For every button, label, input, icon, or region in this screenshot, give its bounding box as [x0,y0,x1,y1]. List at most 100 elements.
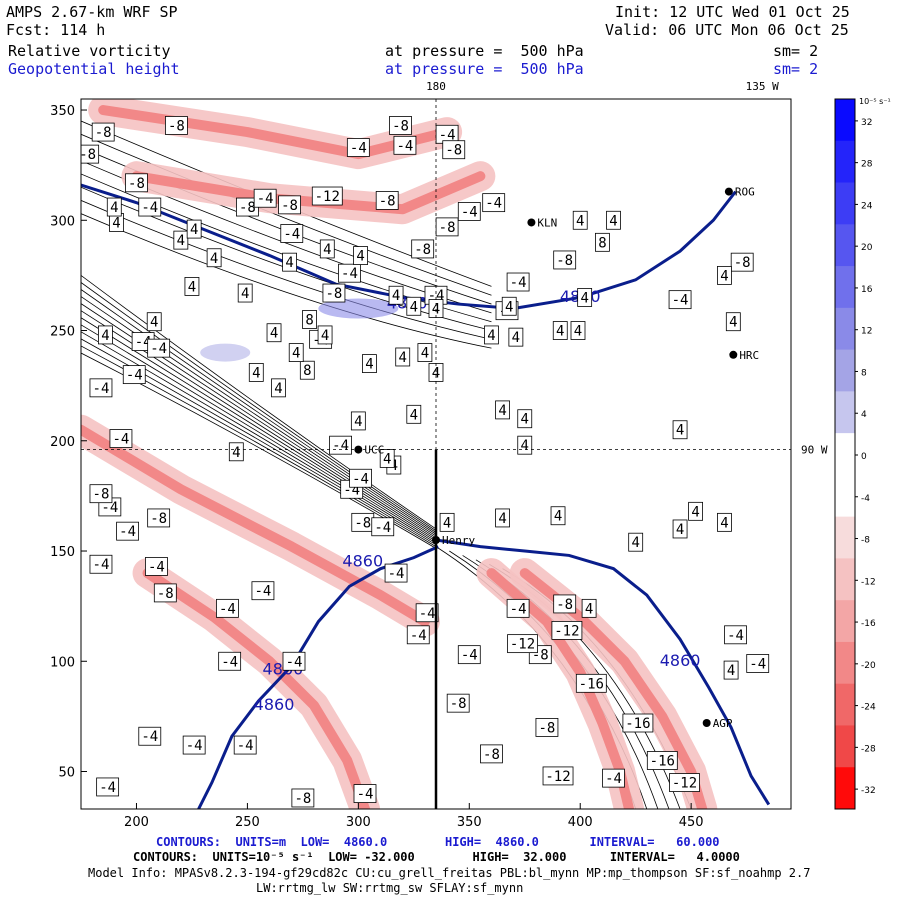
vorticity-label: -12 [311,186,343,206]
vorticity-label-text: 4 [580,290,588,306]
vorticity-label-box [724,625,747,645]
pressure-1: at pressure = 500 hPa [385,42,584,60]
valid-time: Valid: 06 UTC Mon 06 Oct 25 [605,21,849,39]
vorticity-label: 4 [271,378,286,398]
vorticity-label: -8 [89,484,113,504]
vorticity-label-text: -4 [461,648,478,664]
x-tick-label: 350 [457,815,482,830]
vorticity-contour-line [81,289,437,533]
vorticity-label-box [216,598,239,618]
colorbar-tick-label: -16 [861,619,876,629]
colorbar-segment [835,266,855,309]
vorticity-label-text: -8 [414,242,431,258]
vorticity-label-box [484,325,499,345]
vorticity-label: 4 [672,420,688,440]
vorticity-label: -8 [125,173,148,193]
vorticity-label-box [218,651,242,671]
vorticity-label: -8 [442,140,466,160]
vorticity-label-text: 4 [292,346,300,362]
vorticity-label: -8 [480,744,503,764]
vorticity-label-text: 4 [285,255,293,271]
vorticity-label: -4 [346,138,370,157]
vorticity-label-text: -4 [119,524,136,540]
vorticity-label-text: 8 [598,235,606,251]
colorbar-segment [835,725,855,768]
vorticity-label: -8 [446,693,470,713]
vorticity-label: 4 [581,598,597,618]
vorticity-label-text: 4 [576,213,584,229]
colorbar-segment [835,641,855,685]
vorticity-label-box [417,343,433,362]
vorticity-label-text: 4 [252,365,260,381]
vorticity-label-box [480,744,503,764]
vorticity-label: 4 [517,409,533,429]
vorticity-label-text: 4 [554,509,562,525]
vorticity-label-text: -12 [315,189,340,205]
vorticity-label: 4 [517,435,533,455]
vorticity-label-box [482,193,506,213]
vorticity-label: -8 [375,191,399,210]
vorticity-label-box [506,272,530,292]
vorticity-label: 8 [595,232,610,252]
vorticity-label: 4 [508,327,524,347]
colorbar-segment [835,182,855,225]
colorbar-segment [835,516,855,559]
vorticity-label: 4 [628,532,644,552]
vorticity-label-box [147,508,171,528]
vorticity-label: -4 [145,557,168,576]
x-tick-label: 250 [235,815,260,830]
vorticity-label: -8 [389,116,412,135]
colorbar-segment [835,391,855,434]
vorticity-label: -4 [457,202,481,221]
vorticity-label-text: 4 [392,288,400,304]
vorticity-contour-line [81,331,437,544]
vorticity-label-box [346,138,370,157]
vorticity-label-box [89,554,113,574]
vorticity-label-box [506,598,530,618]
vorticity-label-text: 4 [399,350,407,366]
vorticity-label-box [517,409,533,429]
vorticity-label-box [146,312,162,332]
vorticity-label: 4 [173,230,189,250]
vorticity-label: 4 [495,400,510,420]
vorticity-label: 4 [572,210,588,230]
vorticity-label-text: 8 [305,312,313,328]
vorticity-label-text: -4 [93,557,110,573]
colorbar-tick-label: -28 [861,744,876,754]
vorticity-label-box [384,563,408,583]
colorbar-tick-label: 20 [861,243,873,253]
vorticity-label: 4 [501,296,517,316]
colorbar-segment [835,99,855,142]
vorticity-label-text: -4 [388,566,405,582]
colorbar-tick-label: -24 [861,703,876,713]
vorticity-label-text: -4 [221,654,238,670]
footer-model-info: Model Info: MPASv8.2.3-194-gf29cd82c CU:… [88,866,811,880]
vorticity-label-box [266,323,282,343]
vorticity-label-text: 4 [498,403,506,419]
vorticity-label-text: 4 [720,515,728,531]
vorticity-label-text: -4 [672,293,689,309]
vorticity-label: -8 [435,217,459,237]
vorticity-label: -4 [506,272,530,292]
pressure-2: at pressure = 500 hPa [385,60,584,78]
y-tick-label: 150 [50,545,75,560]
vorticity-label-text: 4 [512,330,520,346]
vorticity-contour-line [81,275,437,530]
colorbar-unit-label: 10⁻⁵ s⁻¹ [859,97,891,106]
vorticity-label: 4 [406,296,422,316]
vorticity-label-box [411,239,435,259]
vorticity-label-box [186,219,202,239]
vorticity-label: -4 [746,654,770,673]
vorticity-label: -4 [89,554,113,574]
vorticity-label: 4 [362,354,377,373]
vorticity-label: -4 [724,625,747,645]
colorbar-tick-label: 12 [861,327,872,337]
vorticity-label: -8 [322,283,346,303]
vorticity-label-text: 4 [609,213,617,229]
vorticity-contour-line [81,317,437,540]
vorticity-label-text: -4 [101,500,118,516]
vorticity-label: 4 [717,512,732,532]
station-label: HRC [739,349,759,362]
vorticity-label: -4 [218,651,242,671]
vorticity-label: -4 [89,378,113,398]
